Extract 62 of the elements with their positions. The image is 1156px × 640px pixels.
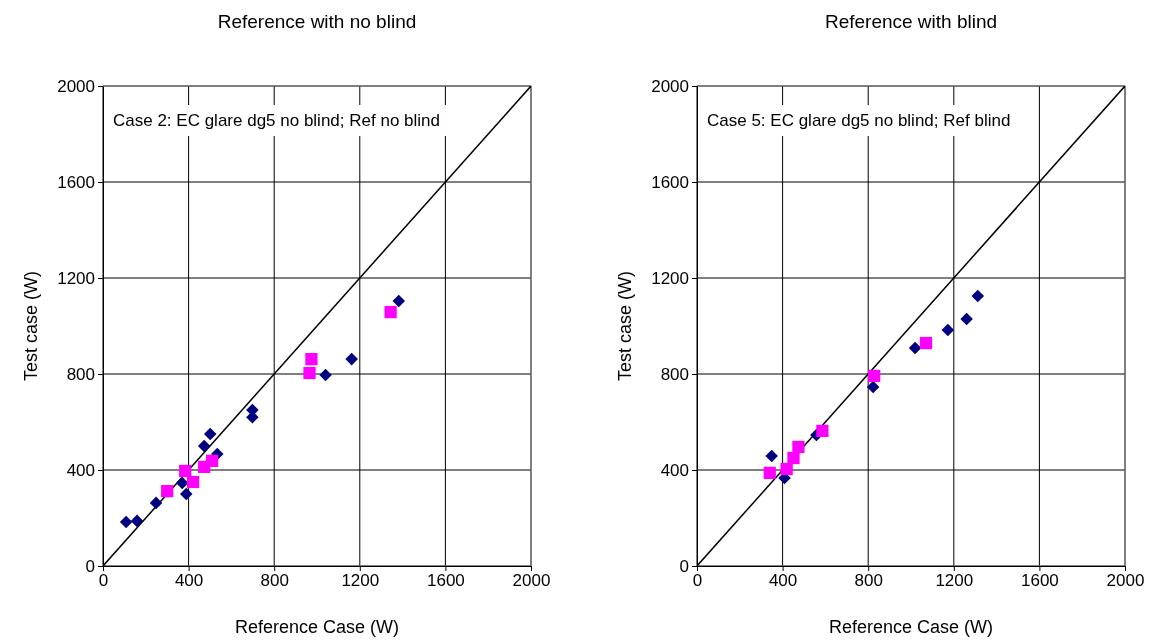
point: [868, 369, 881, 383]
point: [130, 514, 144, 528]
x-axis-title: Reference Case (W): [828, 617, 994, 637]
x-tick-label: 1600: [1020, 571, 1059, 591]
point: [780, 462, 793, 476]
point: [186, 475, 200, 489]
x-axis-title: Reference Case (W): [234, 617, 400, 637]
point: [203, 427, 217, 441]
y-tick-label: 2000: [651, 76, 689, 96]
x-tick-label: 400: [768, 571, 798, 591]
point: [179, 464, 192, 478]
point: [303, 366, 316, 380]
x-tick-label: 0: [692, 571, 703, 591]
point: [149, 496, 163, 510]
y-tick-label: 800: [66, 364, 95, 384]
point: [908, 341, 922, 355]
point: [345, 352, 358, 366]
y-tick-label: 400: [66, 460, 95, 480]
chart-title: Reference with blind: [824, 11, 998, 32]
annotation: Case 2: EC glare dg5 no blind; Ref no blind: [113, 111, 440, 130]
y-tick-label: 2000: [57, 76, 95, 96]
x-tick-label: 800: [260, 571, 289, 591]
x-tick-label: 2000: [1106, 571, 1145, 591]
point: [175, 476, 189, 490]
x-tick-label: 1600: [426, 571, 465, 591]
point: [206, 454, 219, 467]
y-axis-title: Test case (W): [21, 270, 41, 382]
point: [816, 424, 829, 437]
y-tick-label: 1600: [651, 172, 689, 192]
point: [179, 487, 193, 501]
point: [960, 312, 973, 326]
y-tick-label: 0: [85, 556, 95, 576]
point: [119, 515, 133, 529]
point: [161, 485, 174, 498]
x-tick-label: 400: [174, 571, 204, 591]
point: [971, 289, 985, 303]
y-tick-label: 1200: [57, 268, 95, 288]
point: [319, 368, 332, 382]
point: [792, 440, 805, 454]
point: [866, 380, 880, 394]
point: [919, 336, 933, 350]
y-tick-label: 400: [660, 460, 689, 480]
y-tick-label: 1200: [651, 268, 689, 288]
x-tick-label: 2000: [512, 571, 551, 591]
x-tick-label: 1200: [341, 571, 380, 591]
point: [392, 294, 406, 308]
y-tick-label: 800: [660, 364, 689, 384]
x-tick-label: 800: [854, 571, 883, 591]
point: [197, 439, 211, 453]
point: [787, 451, 800, 465]
point: [763, 466, 776, 479]
annotation: Case 5: EC glare dg5 no blind; Ref blind: [707, 111, 1011, 130]
x-tick-label: 0: [98, 571, 109, 591]
y-axis-title: Test case (W): [615, 270, 635, 382]
y-tick-label: 0: [679, 556, 689, 576]
x-tick-label: 1200: [935, 571, 974, 591]
y-tick-label: 1600: [57, 172, 95, 192]
point: [765, 449, 778, 463]
point: [384, 305, 397, 319]
point: [305, 353, 318, 366]
point: [941, 323, 955, 337]
chart-title: Reference with no blind: [217, 11, 417, 32]
